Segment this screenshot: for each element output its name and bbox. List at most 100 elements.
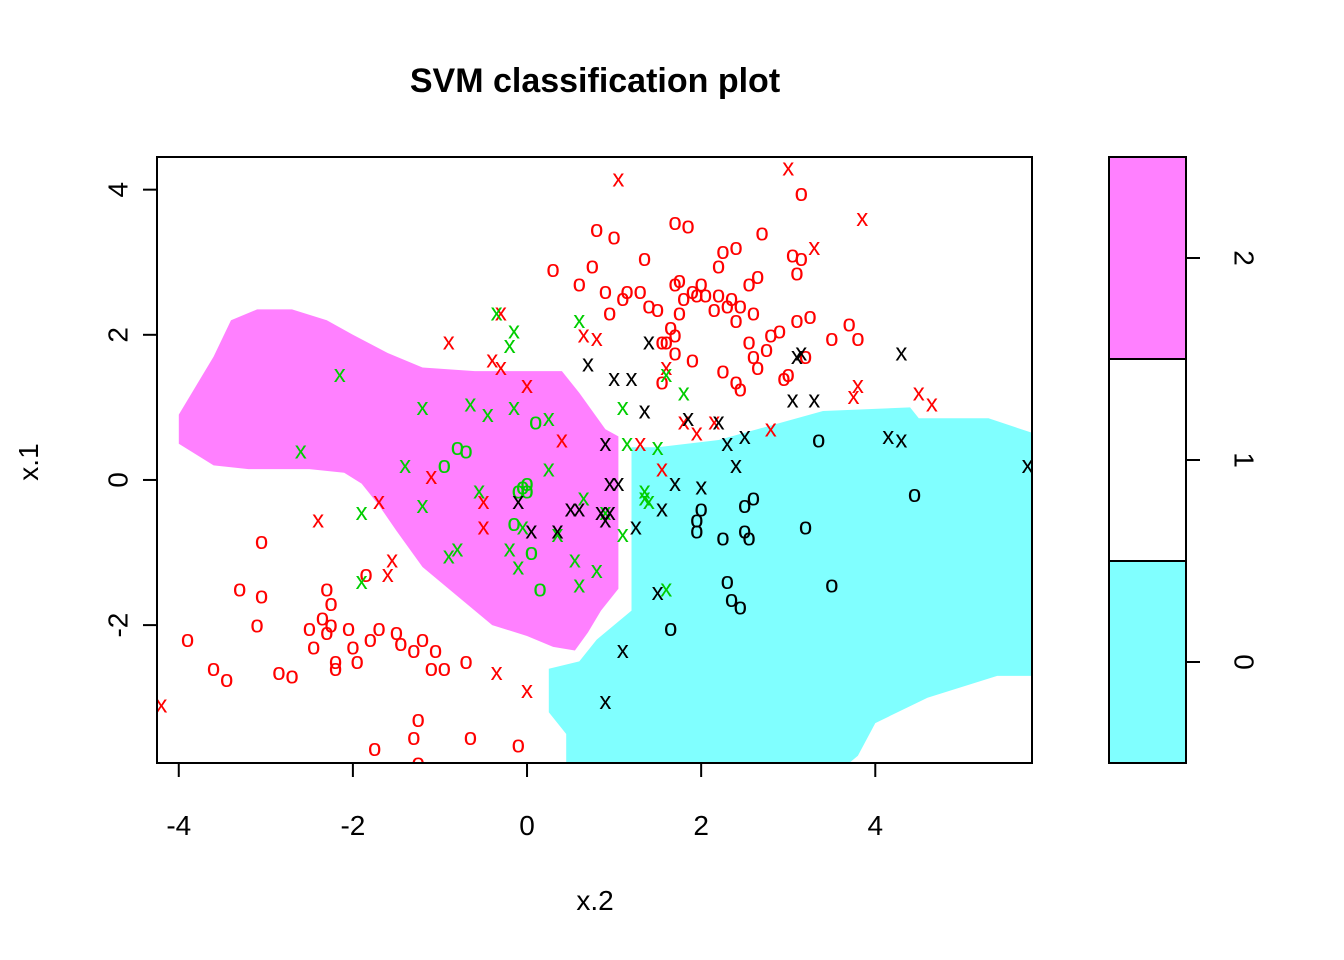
data-point: x xyxy=(386,546,398,573)
data-point: o xyxy=(681,212,694,239)
x-axis: -4 -2 0 2 4 xyxy=(166,762,883,841)
data-point: x xyxy=(478,514,490,541)
data-point: o xyxy=(747,300,760,327)
data-point: o xyxy=(303,615,316,642)
data-point: o xyxy=(734,594,747,621)
data-point: o xyxy=(716,525,729,552)
data-point: x xyxy=(425,463,437,490)
data-point: x xyxy=(604,470,616,497)
key-label-0: 0 xyxy=(1229,654,1260,670)
data-point: o xyxy=(412,706,425,733)
data-point: x xyxy=(504,535,516,562)
data-point: o xyxy=(734,376,747,403)
y-axis: -2 0 2 4 xyxy=(103,182,158,638)
data-point: o xyxy=(755,220,768,247)
data-point: o xyxy=(686,347,699,374)
data-point: x xyxy=(399,452,411,479)
data-point: o xyxy=(512,731,525,758)
data-point: x xyxy=(612,470,624,497)
data-point: o xyxy=(285,662,298,689)
data-point: o xyxy=(351,648,364,675)
data-point: o xyxy=(790,260,803,287)
data-point: o xyxy=(690,506,703,533)
data-point: x xyxy=(599,430,611,457)
data-point: x xyxy=(495,300,507,327)
data-point: x xyxy=(443,543,455,570)
y-tick-label: 4 xyxy=(103,182,134,198)
data-point: x xyxy=(652,579,664,606)
data-point: o xyxy=(316,604,329,631)
data-point: o xyxy=(673,300,686,327)
data-point: o xyxy=(525,539,538,566)
data-point: o xyxy=(459,437,472,464)
data-point: o xyxy=(607,223,620,250)
data-point: x xyxy=(508,318,520,345)
data-point: o xyxy=(673,267,686,294)
data-point: x xyxy=(482,401,494,428)
data-point: x xyxy=(630,514,642,541)
x-tick-label: 2 xyxy=(693,810,709,841)
data-point: x xyxy=(612,165,624,192)
data-point: o xyxy=(721,568,734,595)
data-point: o xyxy=(760,336,773,363)
data-point: o xyxy=(908,481,921,508)
data-point: o xyxy=(690,281,703,308)
data-point: x xyxy=(356,568,368,595)
data-point: x xyxy=(486,347,498,374)
x-tick-label: 0 xyxy=(519,810,535,841)
data-point: x xyxy=(599,688,611,715)
data-point: x xyxy=(582,350,594,377)
data-point: o xyxy=(686,278,699,305)
data-point: x xyxy=(604,499,616,526)
data-point: o xyxy=(716,358,729,385)
data-point: o xyxy=(250,612,263,639)
data-point: o xyxy=(546,256,559,283)
data-point: x xyxy=(634,430,646,457)
data-point: x xyxy=(882,423,894,450)
data-point: o xyxy=(786,242,799,269)
data-point: o xyxy=(320,575,333,602)
data-point: x xyxy=(691,419,703,446)
data-point: x xyxy=(491,659,503,686)
data-point: o xyxy=(425,655,438,682)
data-point: x xyxy=(730,452,742,479)
data-point: o xyxy=(416,626,429,653)
data-point: o xyxy=(825,325,838,352)
data-point: x xyxy=(578,321,590,348)
data-point: x xyxy=(852,372,864,399)
data-point: x xyxy=(913,379,925,406)
data-point: o xyxy=(220,666,233,693)
region-class-2 xyxy=(178,309,619,651)
data-point: x xyxy=(508,394,520,421)
data-point: x xyxy=(791,343,803,370)
data-point: x xyxy=(599,506,611,533)
data-point: o xyxy=(668,321,681,348)
data-point: x xyxy=(639,398,651,425)
data-point: o xyxy=(668,340,681,367)
data-point: x xyxy=(451,535,463,562)
data-point: x xyxy=(617,521,629,548)
data-point: o xyxy=(695,496,708,523)
data-point: x xyxy=(382,561,394,588)
key-swatch-2 xyxy=(1108,156,1187,360)
data-point: o xyxy=(412,750,425,777)
data-point: x xyxy=(155,691,167,718)
y-axis-label: x.1 xyxy=(13,443,44,480)
x-tick-label: -2 xyxy=(340,810,365,841)
data-point: o xyxy=(712,252,725,279)
data-point: o xyxy=(394,630,407,657)
data-point: o xyxy=(655,369,668,396)
data-point: o xyxy=(464,724,477,751)
data-point: o xyxy=(751,263,764,290)
data-point: o xyxy=(803,303,816,330)
data-point: x xyxy=(621,430,633,457)
data-point: x xyxy=(373,488,385,515)
key-swatch-0 xyxy=(1108,560,1187,764)
data-point: x xyxy=(578,485,590,512)
data-point: x xyxy=(895,427,907,454)
data-point: x xyxy=(517,514,529,541)
data-point: o xyxy=(533,575,546,602)
data-point: o xyxy=(451,434,464,461)
x-tick-label: -4 xyxy=(166,810,191,841)
